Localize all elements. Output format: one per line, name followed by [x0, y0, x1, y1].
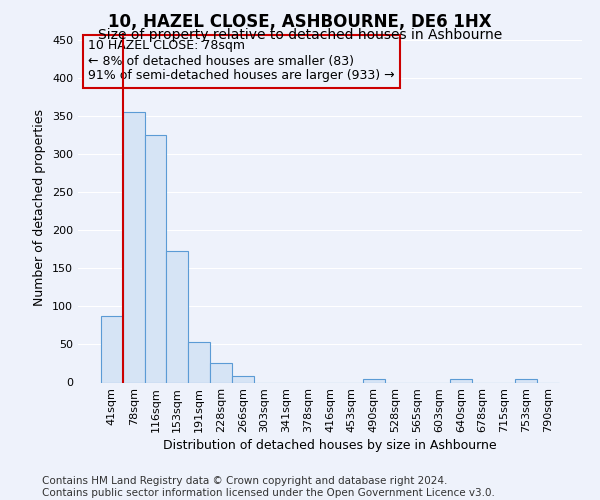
Bar	[123, 112, 145, 382]
Text: 10, HAZEL CLOSE, ASHBOURNE, DE6 1HX: 10, HAZEL CLOSE, ASHBOURNE, DE6 1HX	[108, 12, 492, 30]
Bar	[101, 316, 123, 382]
Bar	[188, 342, 210, 382]
Bar	[515, 378, 537, 382]
Text: 10 HAZEL CLOSE: 78sqm
← 8% of detached houses are smaller (83)
91% of semi-detac: 10 HAZEL CLOSE: 78sqm ← 8% of detached h…	[88, 40, 395, 82]
Bar	[363, 378, 385, 382]
Bar	[145, 135, 166, 382]
Bar	[210, 362, 232, 382]
Text: Contains HM Land Registry data © Crown copyright and database right 2024.
Contai: Contains HM Land Registry data © Crown c…	[42, 476, 495, 498]
Bar	[232, 376, 254, 382]
Bar	[166, 251, 188, 382]
X-axis label: Distribution of detached houses by size in Ashbourne: Distribution of detached houses by size …	[163, 440, 497, 452]
Bar	[450, 378, 472, 382]
Text: Size of property relative to detached houses in Ashbourne: Size of property relative to detached ho…	[98, 28, 502, 42]
Y-axis label: Number of detached properties: Number of detached properties	[34, 109, 46, 306]
